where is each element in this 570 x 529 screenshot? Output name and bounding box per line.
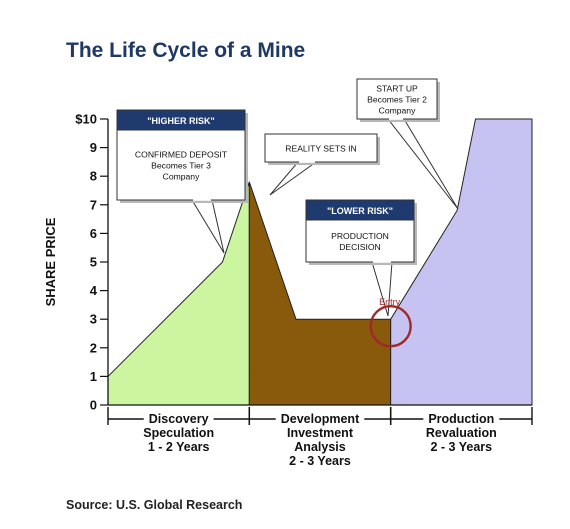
callout-text-line: Becomes Tier 2: [367, 95, 427, 105]
discovery-area: [107, 181, 250, 406]
source-note: Source: U.S. Global Research: [66, 498, 242, 512]
y-tick-label: $10: [75, 112, 97, 127]
callout-reality-sets-in: REALITY SETS IN: [264, 133, 380, 196]
callout-pointer: [269, 161, 318, 196]
phase-label-line: Production: [428, 412, 494, 426]
production-area: [390, 118, 533, 406]
phase-label-line: Speculation: [143, 426, 214, 440]
y-tick-label: 3: [90, 312, 97, 327]
y-tick-label: 1: [90, 369, 97, 384]
y-tick-label: 9: [90, 140, 97, 155]
callout-text-line: Becomes Tier 3: [151, 161, 211, 171]
chart-title: The Life Cycle of a Mine: [66, 39, 305, 62]
callout-text-line: PRODUCTION: [331, 231, 389, 241]
entry-circle: [369, 305, 412, 348]
phase-label-line: Development: [281, 412, 360, 426]
phase-label-line: 2 - 3 Years: [431, 440, 493, 454]
phase-label-line: 2 - 3 Years: [289, 454, 351, 468]
callout-text-line: CONFIRMED DEPOSIT: [135, 150, 228, 160]
phase-label-line: Discovery: [149, 412, 209, 426]
callout-text-line: Company: [379, 106, 416, 116]
y-tick-label: 5: [90, 255, 97, 270]
callout-box: [264, 133, 378, 163]
callout-header-bar: [116, 109, 246, 131]
callout-pointer: [386, 118, 459, 210]
callout-header-text: "LOWER RISK": [327, 206, 393, 216]
callout-box: [305, 219, 415, 263]
phase-label-line: Investment: [287, 426, 354, 440]
callout-pointer: [191, 199, 225, 254]
entry-label: Entry: [379, 297, 401, 307]
phase-label-line: Analysis: [294, 440, 345, 454]
callout-text-line: DECISION: [339, 242, 381, 252]
callout-text-line: Company: [163, 172, 200, 182]
callout-header-bar: [305, 199, 415, 221]
callout-box: [356, 78, 438, 120]
callout-text-line: START UP: [376, 84, 418, 94]
y-tick-label: 6: [90, 226, 97, 241]
y-tick-label: 2: [90, 340, 97, 355]
y-axis-label: SHARE PRICE: [43, 217, 58, 306]
y-tick-label: 8: [90, 169, 97, 184]
y-tick-label: 7: [90, 197, 97, 212]
callout-header-text: "HIGHER RISK": [147, 116, 215, 126]
y-tick-label: 4: [90, 283, 98, 298]
phase-label-line: 1 - 2 Years: [148, 440, 210, 454]
y-tick-label: 0: [90, 398, 97, 413]
callout-text-line: REALITY SETS IN: [285, 144, 356, 154]
phase-label-line: Revaluation: [426, 426, 497, 440]
callout-box: [116, 129, 246, 201]
